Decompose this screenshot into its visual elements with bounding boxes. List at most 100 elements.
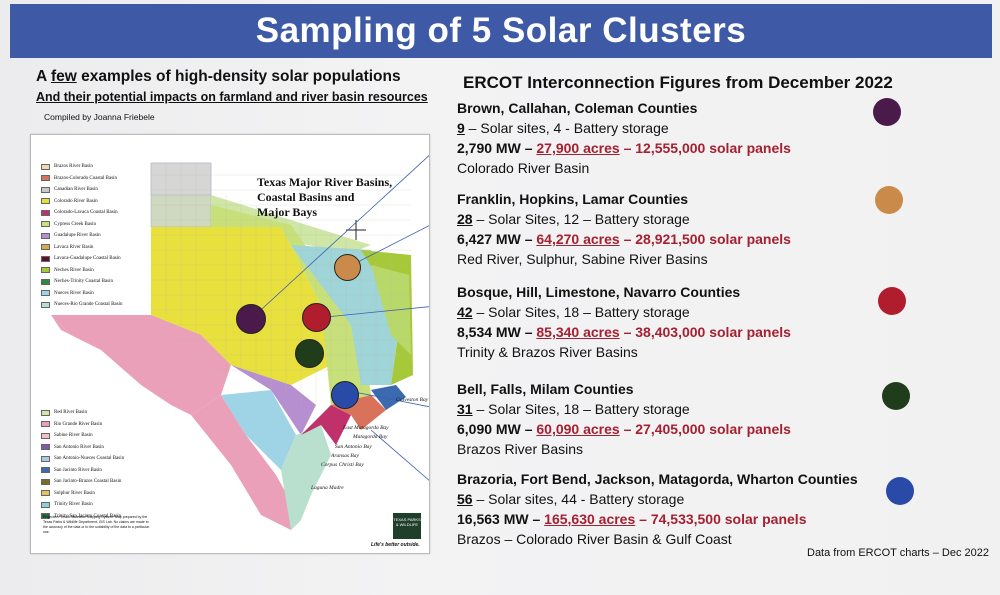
legend-item: San Antonio-Nueces Coastal Basin — [41, 453, 151, 465]
legend-label: Red River Basin — [54, 410, 88, 416]
legend-item: Trinity River Basin — [41, 499, 151, 511]
legend-item: Neches River Basin — [41, 265, 151, 277]
legend-item: Brazos-Colorado Coastal Basin — [41, 173, 151, 185]
cluster-dot-franklin — [334, 254, 361, 281]
legend-label: Colorado River Basin — [54, 198, 98, 204]
legend-label: Cypress Creek Basin — [54, 221, 96, 227]
bay-label: Corpus Christi Bay — [321, 462, 364, 468]
legend-swatch — [41, 467, 50, 474]
legend-label: Colorado-Lavaca Coastal Basin — [54, 210, 118, 216]
legend-item: Nueces River Basin — [41, 288, 151, 300]
legend-label: Lavaca River Basin — [54, 244, 94, 250]
legend-label: Nueces River Basin — [54, 290, 94, 296]
legend-swatch — [41, 186, 50, 193]
tpwd-tagline: Life's better outside. — [371, 542, 420, 548]
cluster-color-dot-4 — [882, 382, 910, 410]
cluster-color-dot-5 — [886, 477, 914, 505]
left-heading: A few examples of high-density solar pop… — [36, 68, 401, 85]
left-subheading: And their potential impacts on farmland … — [36, 90, 428, 104]
cluster-1: Brown, Callahan, Coleman Counties 9 – So… — [457, 100, 791, 176]
legend-item: Colorado River Basin — [41, 196, 151, 208]
legend-label: Guadalupe River Basin — [54, 233, 101, 239]
legend-label: Sulphur River Basin — [54, 490, 95, 496]
legend-label: San Antonio River Basin — [54, 444, 104, 450]
bay-label: Laguna Madre — [311, 485, 344, 491]
legend-swatch — [41, 501, 50, 508]
legend-swatch — [41, 290, 50, 297]
title-banner: Sampling of 5 Solar Clusters — [10, 4, 992, 58]
data-source-note: Data from ERCOT charts – Dec 2022 — [807, 547, 989, 559]
legend-item: Colorado-Lavaca Coastal Basin — [41, 207, 151, 219]
legend-label: Neches River Basin — [54, 267, 94, 273]
legend-swatch — [41, 432, 50, 439]
legend-swatch — [41, 209, 50, 216]
legend-swatch — [41, 513, 50, 520]
cluster-color-dot-2 — [875, 186, 903, 214]
cluster-3: Bosque, Hill, Limestone, Navarro Countie… — [457, 284, 791, 360]
legend-item: Trinity-San Jacinto Coastal Basin — [41, 511, 151, 523]
legend-swatch — [41, 198, 50, 205]
legend-swatch — [41, 175, 50, 182]
cluster-dot-bell — [295, 339, 324, 368]
texas-river-basin-map: Brazos River Basin Brazos-Colorado Coasta… — [30, 134, 430, 554]
legend-label: Lavaca-Guadalupe Coastal Basin — [54, 256, 121, 262]
bay-label: Aransas Bay — [331, 453, 359, 459]
bay-label: Matagorda Bay — [353, 434, 388, 440]
legend-item: Lavaca-Guadalupe Coastal Basin — [41, 253, 151, 265]
legend-label: San Jacinto River Basin — [54, 467, 102, 473]
legend-item: San Jacinto-Brazos Coastal Basin — [41, 476, 151, 488]
legend-item: Nueces-Rio Grande Coastal Basin — [41, 299, 151, 311]
legend-swatch — [41, 278, 50, 285]
legend-swatch — [41, 444, 50, 451]
legend-item: San Jacinto River Basin — [41, 465, 151, 477]
legend-swatch — [41, 163, 50, 170]
cluster-color-dot-1 — [873, 98, 901, 126]
legend-item: Neches-Trinity Coastal Basin — [41, 276, 151, 288]
map-credit: Projection: Texas Statewide Mapping Syst… — [43, 515, 150, 534]
cluster-dot-brazoria — [331, 381, 359, 409]
legend-swatch — [41, 244, 50, 251]
legend-swatch — [41, 255, 50, 262]
bay-label: East Matagorda Bay — [343, 425, 389, 431]
legend-swatch — [41, 221, 50, 228]
legend-label: Brazos-Colorado Coastal Basin — [54, 175, 118, 181]
legend-label: Trinity River Basin — [54, 502, 93, 508]
legend-label: Brazos River Basin — [54, 164, 93, 170]
legend-label: San Jacinto-Brazos Coastal Basin — [54, 479, 122, 485]
legend-bottom: Red River Basin Rio Grande River Basin Sab… — [41, 407, 151, 522]
cluster-dot-bosque — [302, 303, 331, 332]
legend-item: Sabine River Basin — [41, 430, 151, 442]
legend-label: San Antonio-Nueces Coastal Basin — [54, 456, 125, 462]
legend-item: Rio Grande River Basin — [41, 419, 151, 431]
legend-swatch — [41, 478, 50, 485]
cluster-color-dot-3 — [878, 287, 906, 315]
cluster-dot-brown — [236, 304, 266, 334]
legend-label: Sabine River Basin — [54, 433, 93, 439]
legend-item: Canadian River Basin — [41, 184, 151, 196]
ercot-title: ERCOT Interconnection Figures from Decem… — [463, 73, 893, 92]
left-header: A few examples of high-density solar pop… — [36, 68, 436, 122]
legend-label: Rio Grande River Basin — [54, 421, 103, 427]
tpwd-logo: TEXAS PARKS & WILDLIFE — [393, 513, 421, 539]
legend-swatch — [41, 301, 50, 308]
legend-swatch — [41, 409, 50, 416]
compass-icon — [346, 220, 366, 240]
legend-swatch — [41, 455, 50, 462]
legend-item: Sulphur River Basin — [41, 488, 151, 500]
legend-item: Lavaca River Basin — [41, 242, 151, 254]
legend-label: Nueces-Rio Grande Coastal Basin — [54, 302, 123, 308]
map-title: Texas Major River Basins, Coastal Basins… — [257, 175, 393, 219]
cluster-5: Brazoria, Fort Bend, Jackson, Matagorda,… — [457, 471, 858, 547]
page-title: Sampling of 5 Solar Clusters — [255, 11, 747, 50]
legend-label: Neches-Trinity Coastal Basin — [54, 279, 113, 285]
legend-item: San Antonio River Basin — [41, 442, 151, 454]
bay-label: Galveston Bay — [396, 397, 429, 403]
legend-swatch — [41, 490, 50, 497]
legend-item: Guadalupe River Basin — [41, 230, 151, 242]
bay-label: San Antonio Bay — [335, 444, 372, 450]
legend-swatch — [41, 421, 50, 428]
legend-label: Trinity-San Jacinto Coastal Basin — [54, 513, 122, 519]
legend-swatch — [41, 232, 50, 239]
compiled-by: Compiled by Joanna Friebele — [44, 112, 155, 122]
